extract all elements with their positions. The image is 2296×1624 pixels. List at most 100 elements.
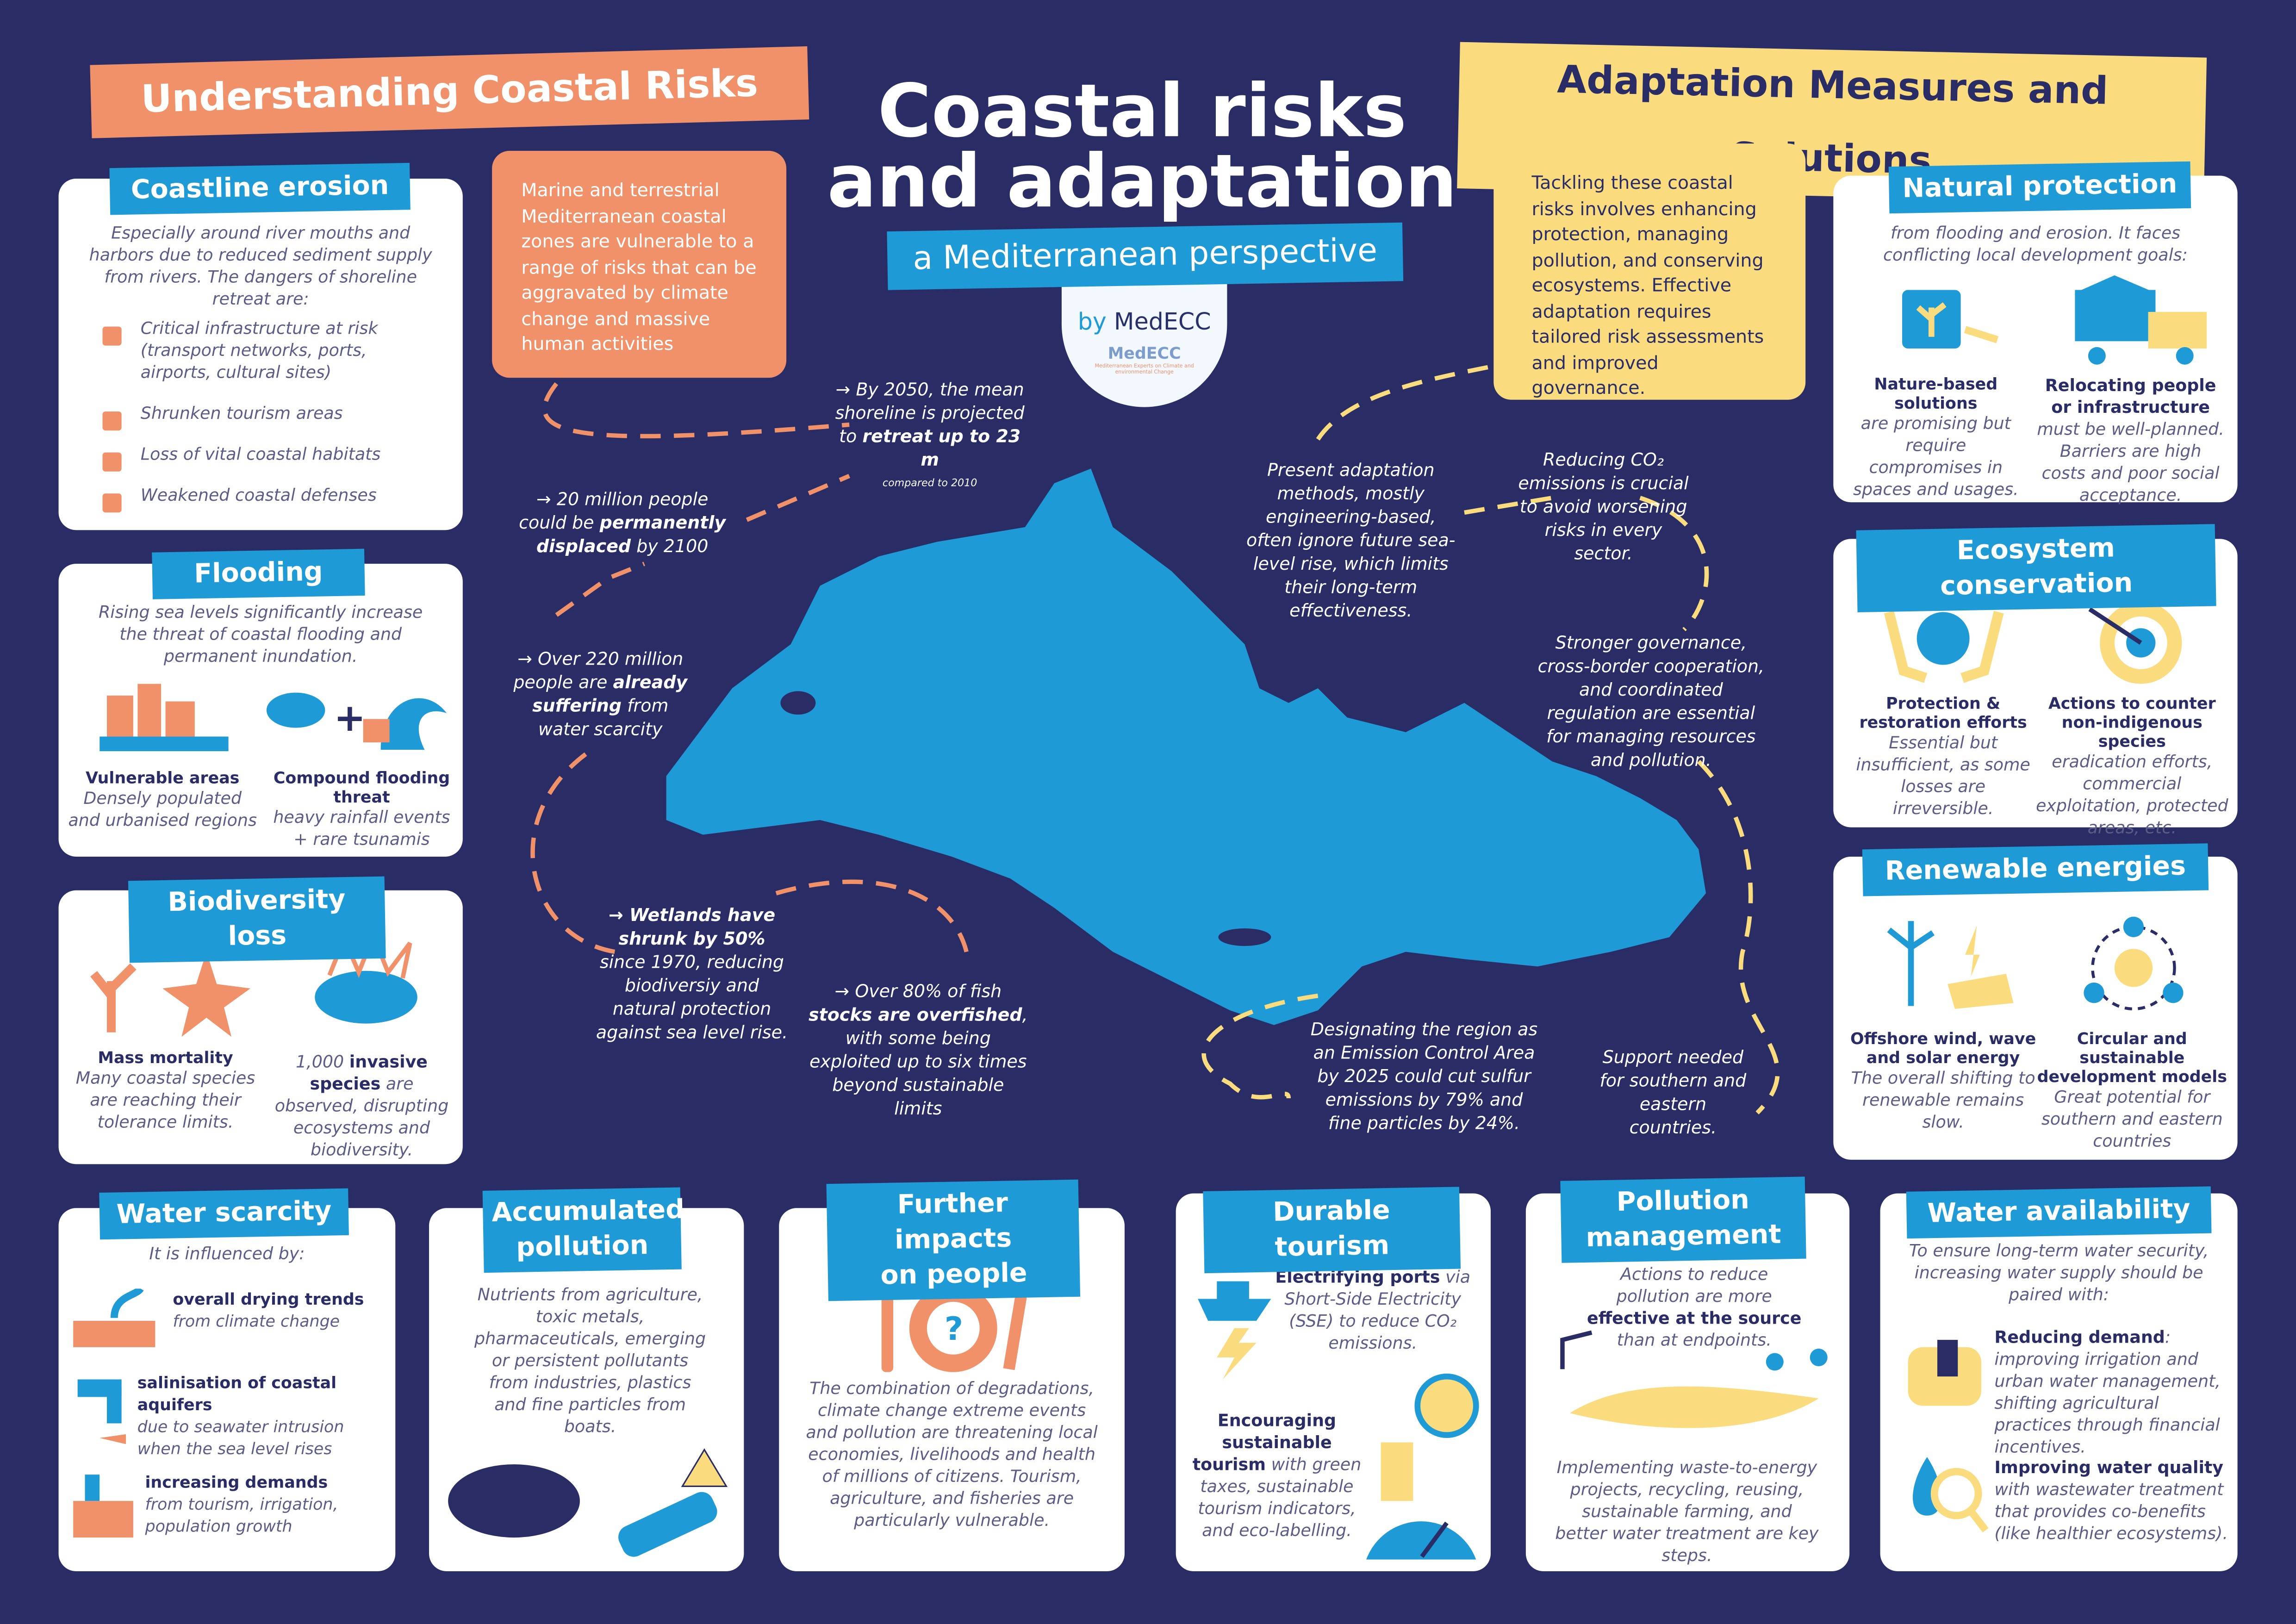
water-quality-magnifier-icon bbox=[1912, 1457, 1989, 1533]
mediterranean-sea-shape bbox=[666, 468, 1706, 1025]
flooding-b-label: Compound flooding threat bbox=[273, 769, 450, 807]
map-facts-f1-note: compared to 2010 bbox=[882, 477, 977, 489]
offshore-energy: Offshore wind, wave and solar energy The … bbox=[1848, 1029, 2038, 1133]
ecosystem-a-text: Essential but insufficient, as some loss… bbox=[1856, 732, 2030, 819]
fact-emission-control: Designating the region as an Emission Co… bbox=[1310, 1019, 1538, 1133]
renewable-a-text: The overall shifting to renewable remain… bbox=[1851, 1067, 2035, 1132]
natural-text: from flooding and erosion. It faces conf… bbox=[1883, 222, 2188, 265]
fact-water-scarcity: → Over 220 million people are already su… bbox=[510, 647, 691, 740]
biodiversity-title: Biodiversity loss bbox=[128, 876, 386, 963]
ecosystem-b-text: eradication efforts, commercial exploita… bbox=[2035, 751, 2228, 838]
island bbox=[780, 691, 816, 715]
biodiversity-a-text: Many coastal species are reaching their … bbox=[75, 1067, 255, 1132]
natural-b-text: must be well-planned. Barriers are high … bbox=[2037, 418, 2224, 505]
flooding-title: Flooding bbox=[152, 548, 365, 599]
card-coastline-erosion: Especially around river mouths and harbo… bbox=[58, 179, 463, 530]
people-text: The combination of degradations, climate… bbox=[806, 1378, 1098, 1531]
map-facts-f5-bold: stocks are overfished bbox=[809, 1004, 1022, 1025]
map-facts-f2-post: by 2100 bbox=[636, 536, 709, 557]
flooding-a-text: Densely populated and urbanised regions bbox=[68, 788, 257, 830]
plate-question-icon: ? bbox=[881, 1277, 1030, 1372]
map-facts-f1-pre: → By 2050, the mean shoreline is project… bbox=[835, 379, 1025, 447]
water-scarcity-items-1-text: due to seawater intrusion when the sea l… bbox=[137, 1417, 344, 1459]
map-facts-f1-bold: retreat up to 23 m bbox=[862, 426, 1021, 470]
biodiversity-b-pre: 1,000 bbox=[296, 1051, 344, 1072]
invasive-species: 1,000 invasive species are observed, dis… bbox=[267, 1052, 457, 1161]
fact-wetlands: → Wetlands have shrunk by 50% since 1970… bbox=[593, 903, 790, 1044]
renewable-title: Renewable energies bbox=[1862, 843, 2209, 896]
compound-flooding: Compound flooding threat heavy rainfall e… bbox=[267, 769, 457, 851]
pollution-title-1: Accumulated bbox=[491, 1195, 685, 1229]
circular-economy-icon bbox=[2084, 916, 2184, 1011]
fact-co2: Reducing CO₂ emissions is crucial to avo… bbox=[1518, 449, 1689, 564]
intro-adaptation: Tackling these coastal risks involves en… bbox=[1493, 143, 1806, 400]
non-indigenous-species: Actions to counter non-indigenous specie… bbox=[2035, 694, 2229, 839]
map-facts-f2-bold: permanently displaced bbox=[536, 512, 726, 557]
pm-text-2: Implementing waste-to-energy projects, r… bbox=[1555, 1457, 1819, 1566]
pollution-source-map-icon bbox=[1560, 1330, 1828, 1428]
reducing-demand-text: : improving irrigation and urban water m… bbox=[1994, 1326, 2221, 1457]
sustainable-tourism-text: with green taxes, sustainable tourism in… bbox=[1198, 1454, 1362, 1541]
circular-models: Circular and sustainable development mod… bbox=[2035, 1029, 2229, 1152]
city-flood-icon bbox=[100, 684, 229, 752]
pm-text-post: than at endpoints. bbox=[1617, 1329, 1772, 1350]
fact-displaced: → 20 million people could be permanently… bbox=[512, 488, 732, 558]
renewable-b-label: Circular and sustainable development mod… bbox=[2037, 1029, 2227, 1087]
water-scarcity-text: It is influenced by: bbox=[149, 1243, 305, 1264]
people-title: Further impacts on people bbox=[826, 1179, 1081, 1301]
salty-tap-icon bbox=[77, 1379, 126, 1444]
nature-based-solutions: Nature-based solutions are promising but … bbox=[1848, 375, 2024, 501]
water-scarcity-items-2-label: increasing demands bbox=[145, 1473, 328, 1493]
list-item: overall drying trends from climate change bbox=[70, 1288, 385, 1354]
electrifying-ports-text: via Short-Side Electricity (SSE) to redu… bbox=[1284, 1266, 1471, 1353]
fact-adaptation-methods: Present adaptation methods, mostly engin… bbox=[1246, 460, 1456, 621]
medecc-logo: MedECC bbox=[1108, 344, 1181, 363]
map-facts-f5-post: , with some being exploited up to six ti… bbox=[809, 1004, 1028, 1119]
protection-restoration: Protection & restoration efforts Essentia… bbox=[1848, 694, 2038, 820]
map-facts-f3-bold: already suffering bbox=[532, 672, 688, 716]
vulnerable-areas: Vulnerable areas Densely populated and ur… bbox=[68, 769, 258, 832]
card-durable-tourism: Electrifying ports via Short-Side Electr… bbox=[1176, 1193, 1491, 1571]
tourism-title: Durable tourism bbox=[1203, 1187, 1461, 1274]
svg-text:+: + bbox=[334, 696, 366, 740]
pollution-title-2: pollution bbox=[516, 1230, 649, 1263]
pollution-text: Nutrients from agriculture, toxic metals… bbox=[474, 1284, 706, 1437]
card-renewable-energies: Offshore wind, wave and solar energy The … bbox=[1833, 856, 2238, 1160]
title-line-2: and adaptation bbox=[827, 139, 1457, 224]
title-line-1: Coastal risks bbox=[877, 68, 1407, 154]
nature-puzzle-icon bbox=[1902, 290, 1999, 349]
pollution-mgmt-title-2: management bbox=[1586, 1220, 1782, 1254]
people-title-2: on people bbox=[880, 1258, 1028, 1292]
water-scarcity-title: Water scarcity bbox=[99, 1188, 349, 1240]
drought-icon bbox=[73, 1288, 156, 1347]
electric-ship-icon bbox=[1198, 1281, 1271, 1380]
ecosystem-a-label: Protection & restoration efforts bbox=[1859, 694, 2027, 732]
card-natural-protection: from flooding and erosion. It faces conf… bbox=[1833, 175, 2238, 505]
flooding-a-label: Vulnerable areas bbox=[85, 769, 240, 788]
erosion-title: Coastline erosion bbox=[109, 162, 411, 215]
water-scarcity-items-1-label: salinisation of coastal aquifers bbox=[137, 1373, 337, 1415]
renewable-b-text: Great potential for southern and eastern… bbox=[2041, 1086, 2223, 1151]
flooding-b-text: heavy rainfall events + rare tsunamis bbox=[273, 807, 450, 850]
erosion-risk-list: Critical infrastructure at risk (transpo… bbox=[102, 318, 439, 526]
demand-icon bbox=[73, 1475, 134, 1538]
ecosystem-b-label: Actions to counter non-indigenous specie… bbox=[2048, 694, 2216, 752]
card-water-scarcity: It is influenced by: overall drying tren… bbox=[58, 1208, 396, 1571]
pollution-title: Accumulated pollution bbox=[482, 1187, 685, 1273]
by-name: MedECC bbox=[1114, 307, 1211, 336]
svg-text:?: ? bbox=[945, 1310, 963, 1348]
ecosystem-title: Ecosystem conservation bbox=[1856, 524, 2216, 612]
medecc-badge: by MedECC MedECC Mediterranean Experts o… bbox=[1061, 266, 1227, 407]
fact-governance: Stronger governance, cross-border cooper… bbox=[1537, 632, 1765, 771]
medecc-tagline: Mediterranean Experts on Climate and env… bbox=[1095, 363, 1194, 375]
sustainable-tourism-label: Encouraging sustainable tourism bbox=[1192, 1410, 1337, 1475]
map-facts-f5-pre: → Over 80% of fish bbox=[834, 981, 1002, 1002]
natural-a-text: are promising but require compromises in… bbox=[1853, 413, 2019, 499]
target-dart-icon bbox=[2088, 602, 2182, 684]
biodiversity-b-label: invasive species bbox=[310, 1051, 428, 1094]
map-facts-f2-pre: → 20 million people could be bbox=[519, 489, 709, 533]
renewable-a-label: Offshore wind, wave and solar energy bbox=[1850, 1029, 2036, 1068]
water-quality-label: Improving water quality bbox=[1994, 1457, 2224, 1478]
